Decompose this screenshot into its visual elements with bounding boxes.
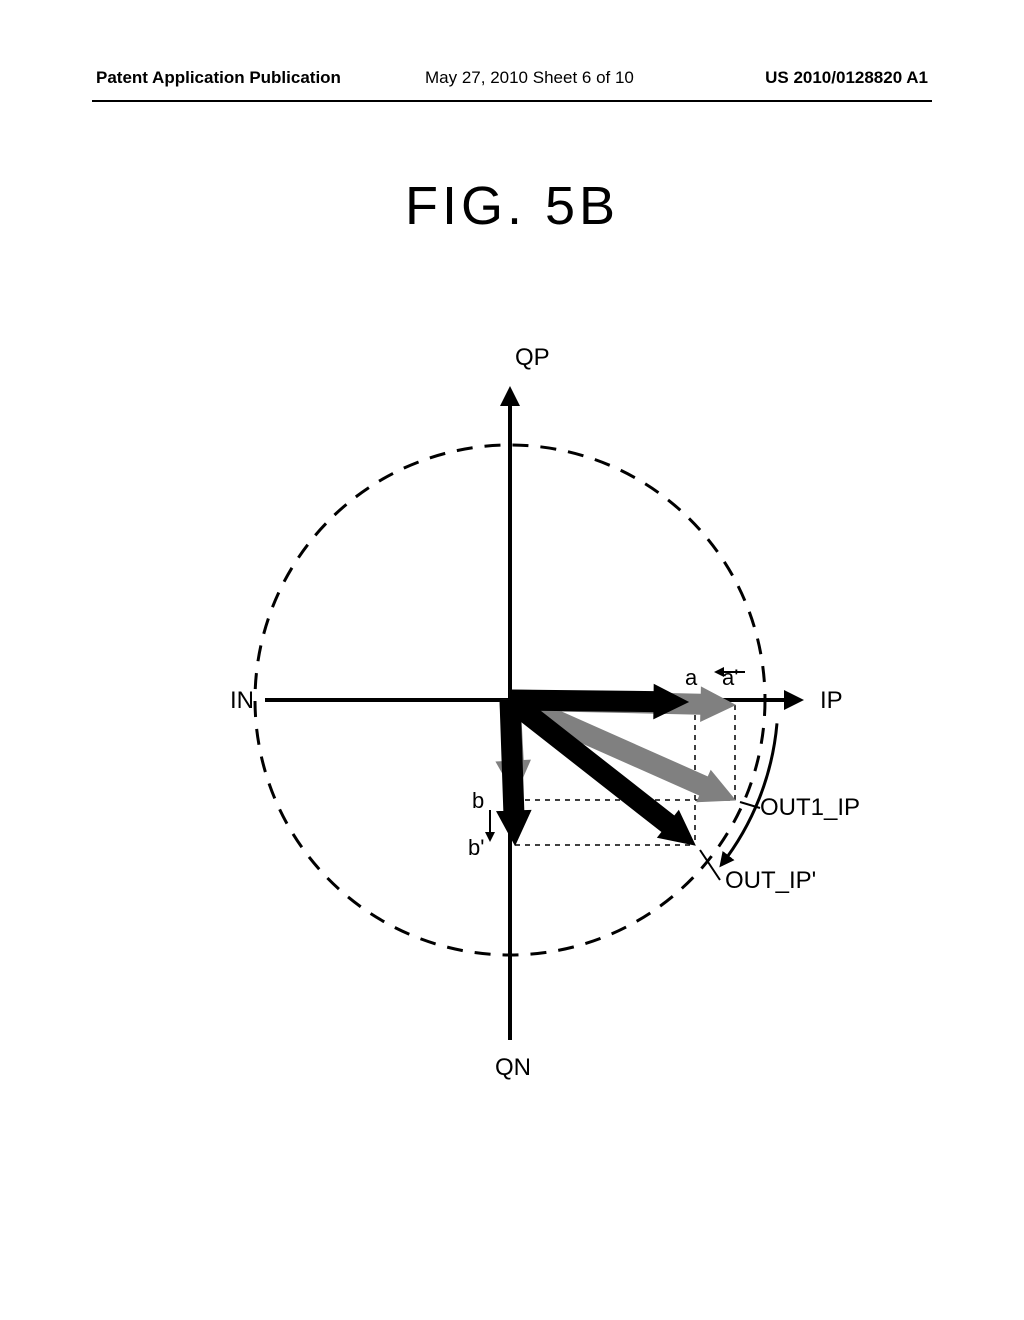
small-label: b' [468, 835, 484, 860]
header-left: Patent Application Publication [96, 68, 341, 88]
header-center: May 27, 2010 Sheet 6 of 10 [425, 68, 634, 88]
vector-diagram: QP IP IN QN a a' b b' OUT1_IP OUT_IP' [120, 310, 900, 1090]
small-label: a' [722, 665, 738, 690]
small-label: a [685, 665, 698, 690]
axis-label-qp: QP [515, 344, 550, 371]
header-rule [92, 100, 932, 102]
axis-label-ip: IP [820, 687, 843, 714]
page-header: Patent Application Publication May 27, 2… [0, 68, 1024, 98]
output-label: OUT_IP' [725, 867, 816, 894]
axis-label-qn: QN [495, 1054, 531, 1081]
small-label: b [472, 788, 484, 813]
figure-title: FIG. 5B [0, 175, 1024, 237]
page: Patent Application Publication May 27, 2… [0, 0, 1024, 1320]
output-label: OUT1_IP [760, 794, 860, 821]
header-right: US 2010/0128820 A1 [765, 68, 928, 88]
axis-label-in: IN [230, 687, 254, 714]
